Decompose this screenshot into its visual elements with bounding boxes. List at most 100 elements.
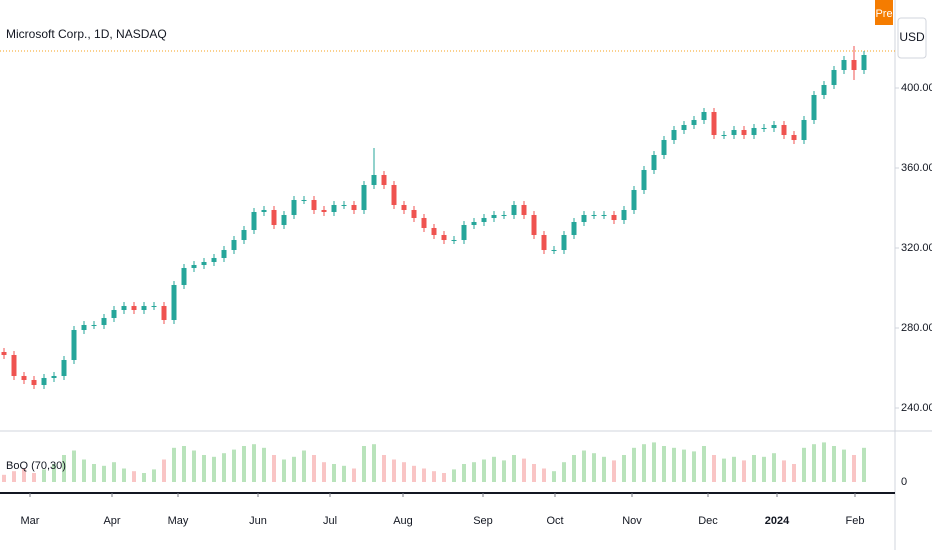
- indicator-bar: [562, 462, 566, 482]
- indicator-bar: [332, 464, 336, 482]
- candle-body: [451, 240, 457, 241]
- chart-title: Microsoft Corp., 1D, NASDAQ: [6, 27, 167, 41]
- indicator-bar: [472, 462, 476, 482]
- candle-body: [731, 130, 737, 135]
- x-tick-label: Dec: [698, 515, 718, 527]
- candle-body: [221, 250, 227, 258]
- x-tick-label: Jun: [249, 515, 267, 527]
- indicator-bar: [542, 468, 546, 482]
- candle-body: [851, 60, 857, 70]
- indicator-bar: [782, 460, 786, 482]
- indicator-bar: [182, 446, 186, 482]
- indicator-bar: [662, 446, 666, 482]
- indicator-bar: [132, 471, 136, 482]
- candle-body: [1, 352, 7, 355]
- candle-body: [671, 130, 677, 140]
- candle-body: [581, 215, 587, 222]
- x-tick-label: 2024: [765, 515, 790, 527]
- indicator-bar: [212, 456, 216, 482]
- indicator-bar: [712, 455, 716, 482]
- indicator-bar: [122, 468, 126, 482]
- candle-body: [551, 250, 557, 251]
- indicator-bar: [552, 471, 556, 482]
- x-tick-label: Apr: [103, 515, 120, 527]
- indicator-bar: [652, 442, 656, 482]
- indicator-bar: [762, 456, 766, 482]
- currency[interactable]: USD: [899, 30, 925, 44]
- indicator-bar: [282, 459, 286, 482]
- candle-body: [631, 190, 637, 210]
- y-tick-label: 240.00: [901, 402, 932, 414]
- candle-body: [771, 125, 777, 128]
- indicator-bar: [12, 471, 16, 482]
- indicator-bar: [322, 462, 326, 482]
- indicator-bar: [152, 469, 156, 482]
- candle-body: [381, 175, 387, 185]
- candle-body: [841, 60, 847, 70]
- candle-body: [491, 215, 497, 218]
- indicator-bar: [612, 460, 616, 482]
- candle-body: [291, 200, 297, 215]
- indicator-bar: [462, 464, 466, 482]
- indicator-bar: [22, 468, 26, 482]
- indicator-bar: [352, 468, 356, 482]
- indicator-bar: [722, 458, 726, 482]
- candle-body: [181, 268, 187, 285]
- indicator-bar: [82, 459, 86, 482]
- candle-body: [41, 378, 47, 385]
- indicator-bar: [862, 447, 866, 482]
- candle-body: [821, 85, 827, 95]
- candle-body: [531, 215, 537, 235]
- indicator-bar: [502, 460, 506, 482]
- x-tick-label: Feb: [846, 515, 865, 527]
- indicator-bar: [672, 447, 676, 482]
- indicator-bar: [832, 446, 836, 482]
- candle-body: [471, 222, 477, 225]
- candle-body: [681, 125, 687, 130]
- y-tick-label: 360.00: [901, 162, 932, 174]
- indicator-bar: [192, 450, 196, 482]
- candle-body: [11, 355, 17, 376]
- candle-body: [141, 306, 147, 310]
- candle-body: [111, 310, 117, 318]
- indicator-bar: [842, 449, 846, 482]
- indicator-bar: [372, 444, 376, 482]
- candle-body: [171, 285, 177, 320]
- candle-body: [271, 210, 277, 225]
- candle-body: [301, 200, 307, 201]
- candle-body: [611, 215, 617, 220]
- y-tick-label: 320.00: [901, 242, 932, 254]
- indicator-bar: [692, 451, 696, 482]
- candle-body: [651, 155, 657, 170]
- indicator-bar: [642, 444, 646, 482]
- currency-box[interactable]: [897, 17, 927, 59]
- indicator-bar: [752, 455, 756, 482]
- indicator-bar: [312, 455, 316, 482]
- candle-body: [481, 218, 487, 222]
- candle-body: [591, 215, 597, 216]
- candle-body: [621, 210, 627, 220]
- candle-body: [601, 215, 607, 216]
- indicator-bar: [392, 459, 396, 482]
- indicator-bar: [232, 449, 236, 482]
- indicator-bar: [172, 447, 176, 482]
- pre-badge-text: Pre: [875, 8, 892, 20]
- indicator-bar: [742, 460, 746, 482]
- indicator-bar: [432, 471, 436, 482]
- indicator-bar: [102, 465, 106, 482]
- candle-body: [201, 262, 207, 265]
- indicator-bar: [852, 455, 856, 482]
- indicator-bar: [72, 450, 76, 482]
- candle-body: [401, 205, 407, 210]
- candle-body: [31, 380, 37, 385]
- indicator-bar: [522, 458, 526, 482]
- candle-body: [261, 210, 267, 212]
- candle-body: [191, 265, 197, 268]
- candle-body: [661, 140, 667, 155]
- indicator-bar: [362, 446, 366, 482]
- indicator-bar: [602, 456, 606, 482]
- indicator-bar: [142, 473, 146, 482]
- candle-body: [691, 120, 697, 125]
